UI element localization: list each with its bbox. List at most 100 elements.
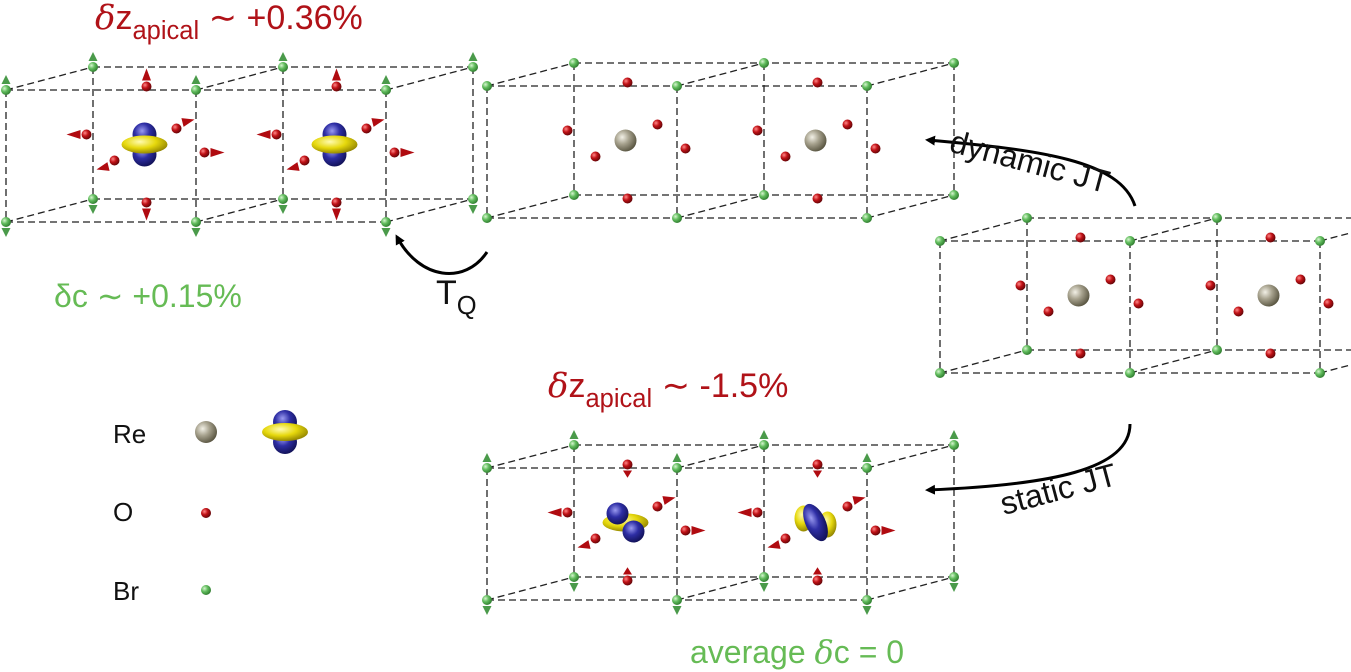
- o-atom: [812, 77, 823, 88]
- br-atom: [1125, 368, 1135, 378]
- o-atom: [752, 507, 763, 518]
- displacement-arrow: [547, 508, 562, 517]
- o-atom: [109, 155, 120, 166]
- displacement-arrow: [142, 68, 151, 81]
- displacement-arrow: [88, 205, 98, 214]
- o-atom: [590, 151, 601, 162]
- displacement-arrow: [623, 470, 632, 478]
- br-atom: [381, 85, 391, 95]
- displacement-arrow: [332, 208, 341, 221]
- orbital-lobe: [622, 520, 645, 543]
- cell-edge: [195, 198, 284, 223]
- legend-label-o: O: [113, 497, 134, 527]
- o-atom: [1265, 232, 1276, 243]
- br-atom: [949, 440, 959, 450]
- br-atom: [482, 463, 492, 473]
- br-atom: [88, 62, 98, 72]
- cell-edge: [486, 444, 575, 469]
- cell-edge: [385, 198, 474, 223]
- dz2-orbital: [262, 410, 308, 454]
- displacement-arrow: [577, 540, 591, 549]
- o-atom: [870, 143, 881, 154]
- br-atom: [672, 213, 682, 223]
- br-atom: [1212, 213, 1222, 223]
- displacement-arrow: [767, 540, 781, 549]
- cell-edge: [866, 194, 955, 219]
- o-atom: [1233, 306, 1244, 317]
- o-atom: [622, 77, 633, 88]
- br-atom: [381, 217, 391, 227]
- br-atom: [949, 190, 959, 200]
- dz2-orbital: [121, 122, 168, 167]
- br-atom: [1022, 345, 1032, 355]
- dz-apical-bottom-label: δzapical ∼ -1.5%: [548, 366, 789, 413]
- cell-edge: [195, 66, 284, 91]
- br-atom: [759, 572, 769, 582]
- cell-edge: [1319, 364, 1351, 374]
- o-atom: [842, 119, 853, 130]
- cell-edge: [676, 576, 765, 601]
- orbital-ring: [121, 135, 168, 154]
- displacement-arrow: [691, 526, 706, 535]
- o-atom: [1205, 280, 1216, 291]
- displacement-arrow: [88, 52, 98, 61]
- br-atom: [1022, 213, 1032, 223]
- o-atom: [141, 197, 152, 208]
- legend-label-re: Re: [113, 419, 147, 449]
- displacement-arrow: [569, 430, 579, 439]
- br-atom: [862, 463, 872, 473]
- o-atom: [331, 197, 342, 208]
- displacement-arrow: [949, 430, 959, 439]
- o-atom: [652, 501, 663, 512]
- legend: [195, 410, 308, 595]
- br-atom: [1315, 368, 1325, 378]
- br-atom: [935, 236, 945, 246]
- cell-edge: [5, 198, 94, 223]
- displacement-arrow: [278, 205, 288, 214]
- orbital-ring: [262, 423, 308, 441]
- re-atom: [614, 129, 637, 152]
- br-atom: [949, 58, 959, 68]
- cell-edge: [676, 62, 765, 87]
- displacement-arrow: [759, 430, 769, 439]
- o-atom: [780, 151, 791, 162]
- cell-edge: [5, 66, 94, 91]
- o-atom: [1133, 298, 1144, 309]
- o-atom: [1043, 306, 1054, 317]
- br-atom: [935, 368, 945, 378]
- static-jt-arrow: [925, 423, 1132, 495]
- cell-edge: [939, 349, 1028, 374]
- displacement-arrow: [66, 130, 81, 139]
- o-atom: [1075, 348, 1086, 359]
- br-atom: [468, 62, 478, 72]
- br-atom: [191, 85, 201, 95]
- displacement-arrow: [400, 148, 415, 157]
- displacement-arrow: [332, 68, 341, 81]
- br-atom: [672, 595, 682, 605]
- displacement-arrow: [381, 228, 391, 237]
- o-atom: [171, 123, 182, 134]
- cell-edge: [676, 444, 765, 469]
- br-atom: [278, 194, 288, 204]
- br-atom: [1, 217, 11, 227]
- structure-right: [935, 213, 1351, 378]
- o-atom: [1295, 274, 1306, 285]
- dz2-orbital: [311, 122, 358, 167]
- o-atom: [812, 459, 823, 470]
- o-atom: [870, 525, 881, 536]
- dz-apical-top-label: δzapical ∼ +0.36%: [95, 0, 363, 45]
- br-atom: [88, 194, 98, 204]
- o-atom: [652, 119, 663, 130]
- br-atom: [278, 62, 288, 72]
- displacement-arrow: [813, 470, 822, 478]
- dx2-orbital: [602, 502, 649, 543]
- cell-edge: [486, 576, 575, 601]
- o-atom: [199, 147, 210, 158]
- cell-edge: [866, 576, 955, 601]
- o-atom: [1075, 232, 1086, 243]
- br-atom: [672, 81, 682, 91]
- o-atom: [842, 501, 853, 512]
- re-atom: [1067, 284, 1090, 307]
- displacement-arrow: [381, 75, 391, 84]
